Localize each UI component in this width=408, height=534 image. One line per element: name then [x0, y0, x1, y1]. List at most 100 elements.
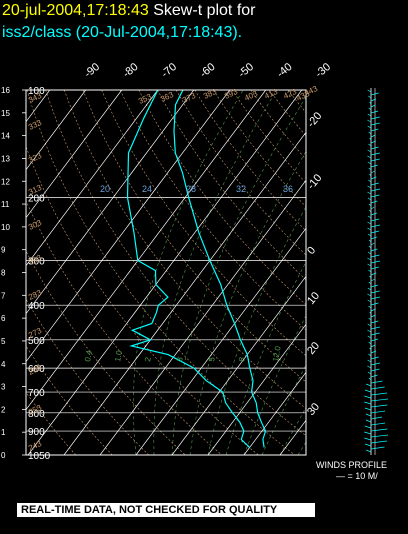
height-tick-label: 13: [1, 154, 10, 163]
winds-profile-label: WINDS PROFILE: [316, 460, 388, 470]
wind-barb: [368, 209, 372, 213]
wind-barb: [367, 287, 372, 291]
wind-barb: [367, 365, 372, 369]
dry-adiabat: [26, 199, 222, 455]
wind-barb: [367, 221, 372, 225]
wind-barb: [370, 308, 376, 312]
wind-barb: [367, 263, 372, 267]
pressure-tick-label: 800: [28, 409, 45, 420]
wind-barb: [370, 218, 380, 222]
wind-barb: [370, 206, 375, 210]
wind-barb: [368, 167, 372, 171]
mixing-ratio-label: 28: [186, 184, 196, 194]
winds-scale-label: — = 10 M/: [336, 471, 378, 481]
wind-barb: [369, 347, 372, 351]
wind-barb: [368, 305, 372, 309]
isotherm: [26, 90, 195, 315]
dry-adiabat: [307, 90, 408, 455]
dry-adiabat: [26, 298, 150, 455]
isotherm: [207, 323, 306, 455]
wind-barb: [367, 233, 372, 237]
wind-barb: [368, 245, 372, 249]
wind-barb: [366, 383, 372, 387]
isotherm: [26, 90, 159, 267]
quality-notice: REAL-TIME DATA, NOT CHECKED FOR QUALITY: [17, 503, 315, 517]
wind-barb: [370, 236, 377, 240]
wind-barb: [370, 338, 379, 342]
isotherm: [171, 275, 306, 455]
height-tick-label: 3: [1, 383, 6, 392]
isotherm: [26, 90, 231, 363]
plot-area: [26, 90, 408, 455]
wind-barb: [370, 392, 388, 396]
wind-barb: [370, 344, 376, 348]
wind-barb: [370, 152, 380, 156]
wind-barb: [370, 158, 380, 162]
title-label: Skew-t plot for: [153, 2, 256, 19]
wind-barb: [370, 182, 379, 186]
wind-barb: [367, 113, 372, 117]
wind-barb: [370, 290, 380, 294]
height-tick-label: 2: [1, 405, 6, 414]
wind-barb: [370, 164, 378, 168]
wind-barb: [367, 161, 372, 165]
wind-barb: [367, 119, 372, 123]
wind-barb: [370, 368, 380, 372]
wind-barb: [370, 224, 381, 228]
dry-adiabat: [101, 90, 306, 357]
wind-barb: [367, 293, 372, 297]
wind-barb: [370, 242, 375, 246]
dry-adiabat: [26, 345, 113, 455]
temp-tick-label: 0: [305, 245, 318, 257]
wind-barb: [369, 275, 372, 279]
dry-adiabat: [64, 90, 306, 410]
pressure-tick-label: 900: [28, 427, 45, 438]
wind-barb: [367, 323, 372, 327]
wind-barb: [370, 380, 383, 384]
isotherm: [99, 179, 306, 455]
wind-barb: [370, 260, 381, 264]
temp-tick-label: 30: [305, 401, 322, 418]
isotherm: [243, 371, 306, 455]
wind-barb: [370, 422, 386, 426]
isotherm: [26, 90, 123, 219]
wind-barb: [368, 317, 372, 321]
saturated-adiabat: [261, 364, 306, 455]
wind-barb: [367, 191, 372, 195]
wind-barb: [369, 173, 372, 177]
saturated-adiabat: [243, 314, 306, 455]
wind-barb: [370, 314, 376, 318]
mixing-ratio-label: 32: [236, 184, 246, 194]
wind-barb: [370, 434, 389, 438]
dry-adiabat: [26, 391, 77, 455]
saturated-adiabat: [189, 150, 306, 455]
pressure-tick-label: 500: [28, 336, 45, 347]
theta-label: 383: [202, 87, 218, 101]
wind-barb: [364, 395, 372, 399]
temp-tick-label: -70: [159, 61, 179, 80]
wind-barb: [370, 296, 380, 300]
wind-barb: [365, 419, 372, 423]
wind-barb: [368, 269, 372, 273]
wind-barb: [368, 143, 372, 147]
saturated-adiabat: [279, 407, 306, 455]
height-tick-label: 8: [1, 269, 6, 278]
pressure-tick-label: 1050: [28, 451, 51, 462]
wind-barb: [370, 356, 379, 360]
wind-barb: [370, 386, 385, 390]
wind-barb: [367, 215, 372, 219]
mixing-ratio-label: 3: [175, 356, 185, 362]
height-tick-label: 16: [1, 86, 10, 95]
temperature-line: [173, 90, 267, 448]
wind-barb: [370, 200, 378, 204]
wind-barb: [368, 377, 372, 381]
theta-label: 393: [223, 87, 239, 101]
wind-barb: [370, 176, 377, 180]
pressure-tick-label: 100: [28, 86, 45, 97]
dry-adiabat: [138, 90, 306, 306]
wind-barb: [367, 257, 372, 261]
height-tick-label: 11: [1, 200, 10, 209]
wind-barb: [370, 302, 379, 306]
wind-barb: [370, 254, 380, 258]
isotherm: [26, 90, 267, 411]
